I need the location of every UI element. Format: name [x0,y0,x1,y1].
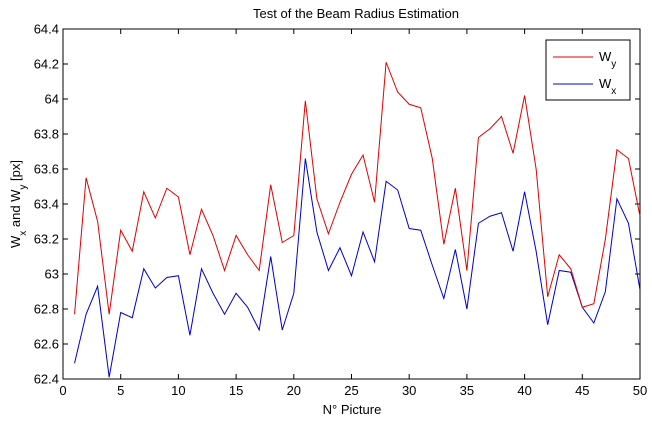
plot-area [62,28,641,380]
x-tick-label: 30 [402,383,416,398]
y-tick-label: 63.2 [34,232,59,247]
y-tick-label: 63 [45,267,59,282]
x-tick-label: 10 [171,383,185,398]
y-tick-label: 63.8 [34,127,59,142]
series-lines [74,62,641,378]
y-label-sub-x: x [18,231,29,236]
legend-label-wx: Wx [599,76,616,97]
y-label-and: and W [8,189,23,231]
y-tick-label: 62.8 [34,302,59,317]
legend: Wy Wx [545,39,631,101]
y-label-sub-y: y [18,185,29,190]
y-tick-label: 64.4 [34,22,59,37]
legend-box [545,39,631,101]
x-tick-label: 5 [117,383,124,398]
y-tick-label: 63.4 [34,197,59,212]
y-tick-label: 62.4 [34,372,59,387]
y-label-w1: W [8,235,23,248]
x-tick-label: 35 [460,383,474,398]
y-axis-label: Wx and Wy [px] [8,160,29,248]
y-tick-label: 63.6 [34,162,59,177]
x-tick-label: 0 [59,383,66,398]
x-axis-label: N° Picture [323,402,382,417]
y-tick-label: 64.2 [34,57,59,72]
chart-title: Test of the Beam Radius Estimation [253,6,459,21]
legend-label-wy: Wy [599,49,616,70]
x-tick-label: 25 [344,383,358,398]
x-tick-label: 15 [229,383,243,398]
axis-ticks: 0 5 10 15 20 25 30 35 40 45 50 62.4 62.6 62.8 63 63.2 63… [34,22,648,399]
y-tick-label: 62.6 [34,337,59,352]
y-tick-label: 64 [45,92,59,107]
x-tick-label: 20 [287,383,301,398]
x-tick-label: 50 [633,383,647,398]
series-line-wx [74,158,641,378]
series-line-wy [74,62,641,315]
x-tick-label: 40 [517,383,531,398]
x-tick-label: 45 [575,383,589,398]
y-label-units: [px] [8,160,23,185]
